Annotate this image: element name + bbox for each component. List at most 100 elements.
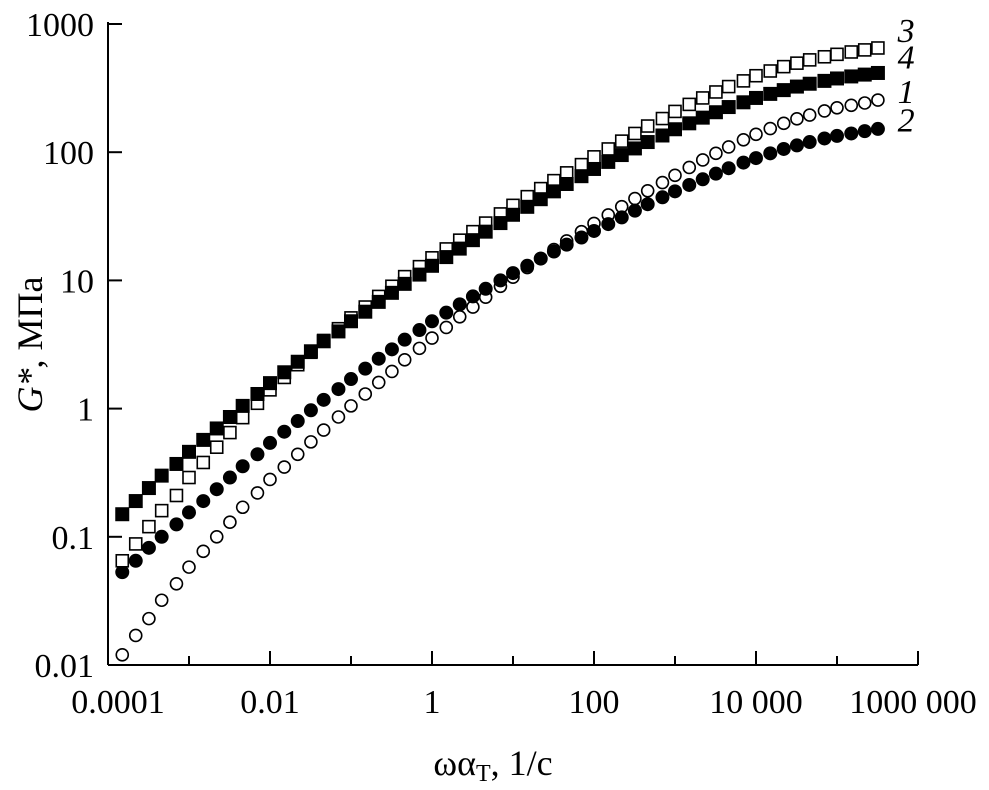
point-series-1	[628, 191, 642, 206]
point-series-1	[371, 375, 386, 390]
point-series-4	[222, 409, 237, 424]
point-series-4	[478, 224, 493, 239]
point-series-2	[397, 332, 412, 347]
point-series-2	[128, 553, 143, 568]
x-tick-label: 1	[424, 684, 441, 721]
point-series-3	[614, 134, 629, 148]
point-series-2	[384, 342, 399, 357]
point-series-1	[385, 364, 399, 379]
point-series-4	[776, 83, 791, 98]
x-tick-label: 1000 000	[849, 684, 977, 721]
point-series-4	[789, 79, 804, 94]
point-series-3	[776, 59, 791, 74]
point-series-3	[628, 126, 642, 141]
point-series-2	[655, 190, 670, 205]
point-series-3	[830, 47, 844, 62]
point-series-4	[316, 334, 331, 349]
point-series-1	[857, 96, 872, 110]
point-series-4	[196, 432, 211, 447]
y-tick-label: 1000	[26, 7, 94, 44]
point-series-3	[871, 41, 885, 55]
point-series-3	[857, 43, 872, 57]
point-series-3	[115, 553, 130, 568]
point-series-1	[749, 127, 763, 142]
point-series-3	[763, 64, 778, 78]
point-series-4	[209, 421, 224, 436]
y-axis-label: G*, МПа	[10, 276, 50, 412]
point-series-3	[844, 45, 859, 59]
point-series-1	[802, 108, 817, 122]
point-series-2	[640, 197, 655, 212]
point-series-3	[709, 85, 723, 99]
point-series-2	[870, 121, 885, 136]
point-series-2	[371, 351, 386, 366]
point-series-4	[506, 207, 520, 222]
point-series-2	[546, 244, 561, 259]
point-series-4	[344, 314, 358, 329]
point-series-2	[587, 223, 601, 238]
point-series-4	[655, 128, 670, 143]
point-series-4	[384, 285, 399, 300]
point-series-2	[682, 177, 697, 192]
point-series-2	[802, 135, 817, 150]
point-series-3	[601, 142, 616, 156]
y-tick-label: 10	[60, 263, 94, 300]
point-series-2	[844, 126, 859, 141]
point-series-2	[627, 203, 642, 218]
point-series-1	[358, 387, 373, 401]
point-series-1	[790, 112, 804, 126]
point-series-1	[209, 529, 224, 544]
point-series-1	[830, 100, 844, 115]
point-series-2	[668, 184, 682, 199]
point-series-2	[344, 372, 358, 387]
point-series-4	[668, 122, 682, 137]
point-series-1	[223, 515, 237, 529]
series-label-2: 2	[898, 102, 915, 139]
point-series-4	[533, 192, 548, 207]
x-tick-label: 0.01	[240, 684, 300, 721]
point-series-3	[574, 157, 589, 172]
point-series-4	[817, 73, 832, 88]
point-series-4	[559, 176, 574, 191]
series-3	[115, 41, 885, 568]
point-series-3	[209, 440, 224, 454]
point-series-2	[196, 494, 211, 509]
point-series-1	[250, 486, 265, 500]
x-axis-label: ωαT, 1/c	[433, 743, 552, 787]
x-tick-label: 0.0001	[71, 684, 165, 721]
point-series-4	[695, 110, 710, 125]
point-series-1	[397, 353, 412, 367]
point-series-1	[763, 121, 778, 136]
point-series-2	[559, 237, 574, 252]
point-series-3	[142, 519, 156, 534]
point-series-2	[721, 161, 736, 176]
point-series-2	[452, 297, 467, 312]
point-series-4	[154, 468, 169, 483]
point-series-2	[316, 392, 331, 407]
point-series-1	[682, 160, 697, 175]
point-series-1	[235, 500, 250, 515]
point-series-3	[128, 537, 143, 551]
point-series-2	[695, 172, 710, 187]
data-points	[115, 41, 885, 662]
point-series-2	[222, 470, 237, 485]
point-series-4	[574, 169, 589, 184]
ticks: 0.0001 0.01 1 100 10 000 1000 0000.010.111010…	[26, 7, 977, 721]
point-series-1	[655, 175, 670, 190]
point-series-4	[277, 365, 292, 380]
point-series-1	[169, 576, 184, 591]
point-series-2	[708, 166, 723, 181]
point-series-1	[142, 611, 156, 626]
series-label-1: 1	[898, 74, 915, 111]
series-label-3: 3	[897, 13, 915, 50]
point-series-4	[358, 304, 373, 319]
point-series-1	[776, 116, 791, 131]
point-series-2	[425, 314, 439, 329]
point-series-2	[209, 482, 224, 497]
point-series-3	[817, 49, 832, 64]
point-series-3	[749, 68, 763, 83]
point-series-2	[290, 414, 305, 429]
point-series-2	[465, 289, 480, 304]
